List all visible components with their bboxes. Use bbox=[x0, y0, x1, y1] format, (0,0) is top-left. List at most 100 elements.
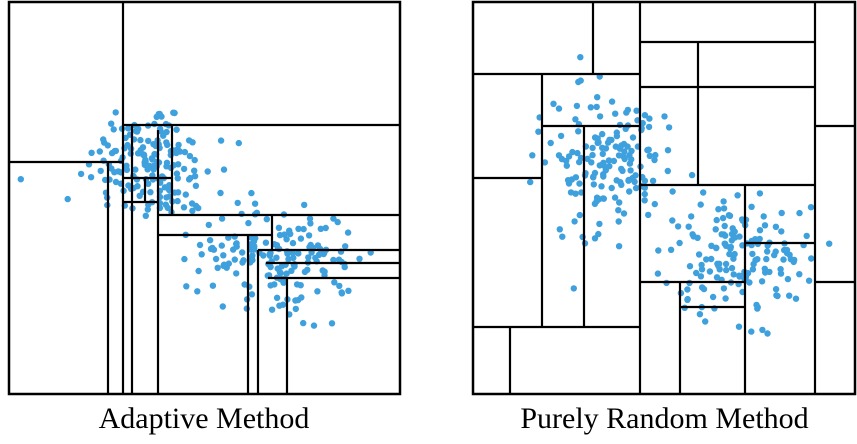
data-point bbox=[297, 282, 304, 289]
data-point bbox=[248, 291, 256, 298]
data-point bbox=[298, 294, 305, 301]
data-point bbox=[605, 157, 613, 164]
data-point bbox=[137, 136, 144, 144]
data-point bbox=[241, 281, 248, 288]
data-point bbox=[231, 256, 238, 263]
data-point bbox=[262, 239, 270, 246]
data-point bbox=[697, 273, 705, 280]
data-point bbox=[572, 116, 579, 123]
data-point bbox=[300, 319, 307, 327]
data-point bbox=[734, 192, 741, 199]
data-point bbox=[125, 125, 132, 132]
data-point bbox=[756, 190, 764, 197]
data-point bbox=[145, 180, 152, 187]
data-point bbox=[787, 256, 795, 263]
data-point bbox=[646, 115, 653, 122]
data-point bbox=[722, 295, 729, 302]
data-point bbox=[778, 209, 785, 217]
data-point bbox=[641, 112, 649, 119]
data-point bbox=[803, 232, 810, 240]
data-point bbox=[646, 152, 653, 160]
data-point bbox=[731, 234, 739, 241]
data-point bbox=[148, 155, 156, 162]
data-point bbox=[587, 104, 594, 111]
data-point bbox=[718, 231, 725, 238]
data-point bbox=[706, 268, 714, 275]
data-point bbox=[721, 240, 728, 247]
data-point bbox=[606, 136, 613, 143]
data-point bbox=[615, 243, 623, 250]
data-point bbox=[777, 266, 784, 273]
data-point bbox=[529, 152, 536, 159]
data-point bbox=[620, 140, 628, 148]
data-point bbox=[697, 201, 704, 208]
data-point bbox=[593, 194, 601, 201]
data-point bbox=[756, 227, 764, 234]
data-point bbox=[273, 254, 280, 261]
data-point bbox=[239, 249, 246, 256]
data-point bbox=[571, 218, 578, 225]
data-point bbox=[132, 166, 139, 173]
data-point bbox=[748, 328, 755, 335]
data-point bbox=[593, 103, 600, 111]
data-point bbox=[248, 189, 255, 197]
data-point bbox=[780, 256, 787, 263]
data-point bbox=[728, 264, 736, 272]
data-point bbox=[336, 282, 343, 290]
data-point bbox=[628, 147, 635, 155]
data-point bbox=[573, 102, 581, 110]
data-point bbox=[655, 247, 662, 254]
adaptive-partition-lines bbox=[9, 2, 400, 394]
data-point bbox=[276, 231, 284, 239]
data-point bbox=[786, 292, 793, 299]
data-point bbox=[576, 211, 583, 219]
data-point bbox=[163, 139, 170, 146]
data-point bbox=[218, 215, 226, 222]
data-point bbox=[320, 250, 327, 258]
data-point bbox=[792, 295, 800, 302]
data-point bbox=[669, 188, 676, 195]
adaptive-data-points bbox=[17, 109, 374, 329]
data-point bbox=[112, 147, 120, 155]
data-point bbox=[645, 146, 652, 153]
data-point bbox=[155, 110, 162, 118]
data-point bbox=[600, 171, 607, 178]
data-point bbox=[764, 330, 771, 337]
data-point bbox=[555, 152, 563, 159]
data-point bbox=[217, 189, 224, 197]
data-point bbox=[626, 160, 634, 167]
data-point bbox=[667, 246, 675, 253]
data-point bbox=[758, 278, 766, 285]
data-point bbox=[278, 263, 286, 270]
data-point bbox=[826, 240, 833, 247]
data-point bbox=[589, 151, 596, 159]
data-point bbox=[295, 250, 302, 257]
random-partition-lines bbox=[473, 2, 855, 394]
data-point bbox=[726, 212, 734, 219]
data-point bbox=[230, 246, 237, 253]
data-point bbox=[345, 287, 352, 294]
data-point bbox=[760, 213, 767, 220]
data-point bbox=[306, 243, 313, 251]
data-point bbox=[322, 224, 329, 232]
data-point bbox=[622, 125, 629, 132]
data-point bbox=[301, 201, 308, 209]
data-point bbox=[186, 152, 194, 160]
data-point bbox=[726, 250, 733, 258]
data-point bbox=[709, 293, 717, 301]
data-point bbox=[796, 271, 803, 278]
data-point bbox=[749, 250, 756, 258]
data-point bbox=[632, 184, 640, 192]
data-point bbox=[283, 270, 290, 277]
data-point bbox=[218, 242, 225, 249]
data-point bbox=[608, 98, 616, 105]
data-point bbox=[334, 218, 341, 226]
data-point bbox=[713, 216, 720, 224]
data-point bbox=[669, 217, 676, 224]
data-point bbox=[267, 249, 274, 257]
data-point bbox=[625, 177, 632, 184]
data-point bbox=[192, 202, 200, 210]
data-point bbox=[559, 233, 566, 240]
data-point bbox=[356, 255, 363, 262]
data-point bbox=[629, 134, 637, 141]
